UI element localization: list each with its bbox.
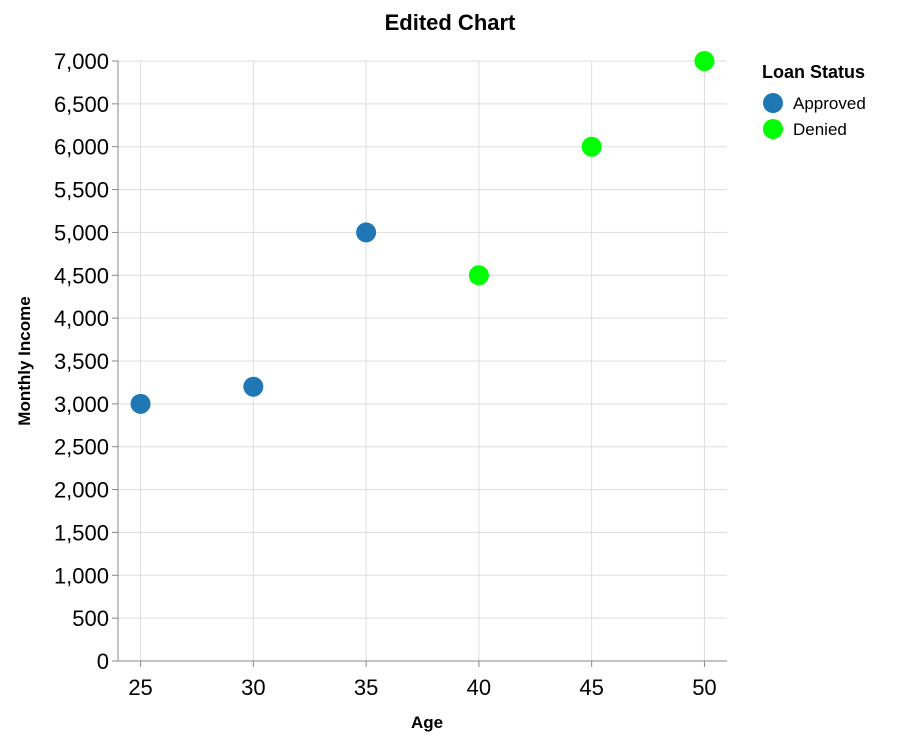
x-tick-label: 40 xyxy=(467,675,491,700)
y-tick-label: 6,500 xyxy=(54,92,109,117)
legend-swatch-denied xyxy=(763,119,783,139)
y-tick-label: 4,000 xyxy=(54,306,109,331)
x-tick-label: 35 xyxy=(354,675,378,700)
y-tick-label: 500 xyxy=(72,606,109,631)
data-point-denied xyxy=(694,51,715,71)
y-tick-label: 0 xyxy=(97,649,109,674)
grid-layer xyxy=(118,60,727,662)
x-axis-label: Age xyxy=(411,713,443,732)
y-axis-label: Monthly Income xyxy=(15,296,34,425)
x-tick-label: 30 xyxy=(241,675,265,700)
y-tick-label: 6,000 xyxy=(54,135,109,160)
y-tick-label: 5,000 xyxy=(54,220,109,245)
data-point-approved xyxy=(243,376,264,397)
y-tick-label: 2,000 xyxy=(54,478,109,503)
legend: Loan Status Approved Denied xyxy=(762,62,866,139)
data-point-approved xyxy=(130,393,151,414)
data-point-denied xyxy=(581,136,602,157)
points-layer xyxy=(130,51,715,414)
y-tick-label: 3,000 xyxy=(54,392,109,417)
y-tick-label: 2,500 xyxy=(54,435,109,460)
x-tick-label: 50 xyxy=(692,675,716,700)
axis-layer: 0 500 1,000 1,500 2,000 2,500 3,000 3,500 4,000 4… xyxy=(54,49,727,700)
legend-label-denied: Denied xyxy=(793,120,847,139)
x-tick-label: 45 xyxy=(579,675,603,700)
chart-title: Edited Chart xyxy=(385,10,516,35)
y-tick-label: 1,500 xyxy=(54,520,109,545)
legend-swatch-approved xyxy=(763,93,783,113)
legend-label-approved: Approved xyxy=(793,94,866,113)
legend-title: Loan Status xyxy=(762,62,865,82)
x-tick-label: 25 xyxy=(128,675,152,700)
y-tick-label: 1,000 xyxy=(54,563,109,588)
y-tick-label: 4,500 xyxy=(54,263,109,288)
y-tick-label: 5,500 xyxy=(54,178,109,203)
y-tick-label: 3,500 xyxy=(54,349,109,374)
data-point-approved xyxy=(356,222,377,243)
data-point-denied xyxy=(468,265,489,286)
y-tick-label: 7,000 xyxy=(54,49,109,74)
